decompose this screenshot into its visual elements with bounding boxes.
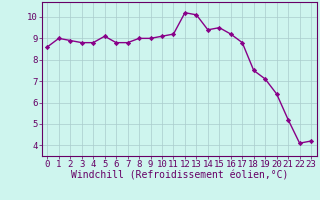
X-axis label: Windchill (Refroidissement éolien,°C): Windchill (Refroidissement éolien,°C): [70, 171, 288, 181]
